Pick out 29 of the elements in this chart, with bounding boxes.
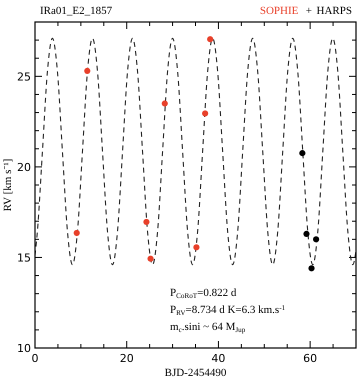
text: SOPHIE bbox=[260, 5, 299, 17]
point bbox=[84, 68, 90, 74]
x-tick-label: 20 bbox=[120, 352, 134, 365]
x-tick-label: 0 bbox=[32, 352, 38, 365]
text: HARPS bbox=[316, 5, 352, 17]
point bbox=[207, 36, 214, 42]
annotation: P$_{RV}$=8.734 d K=6.3 km.s$^{-1}$ bbox=[170, 304, 286, 317]
annotation: m$_{c}$.sini ~ 64 M$_{Jup}$ bbox=[170, 321, 246, 334]
y-tick-label: 10 bbox=[17, 342, 31, 355]
y-tick-label: 25 bbox=[17, 70, 31, 84]
x-tick-label: 40 bbox=[211, 352, 226, 365]
point bbox=[193, 244, 200, 250]
point bbox=[313, 236, 320, 242]
chart-title: IRa01_E2_1857 bbox=[40, 5, 113, 17]
point bbox=[147, 256, 154, 262]
point bbox=[74, 230, 80, 236]
point bbox=[202, 110, 208, 117]
point bbox=[299, 150, 306, 156]
point bbox=[162, 100, 168, 107]
x-tick-label: 60 bbox=[303, 352, 318, 365]
point bbox=[303, 230, 310, 237]
annotation: P$_{CoRoT}$=0.822 d bbox=[170, 287, 237, 300]
text: + bbox=[306, 5, 312, 17]
y-tick-label: 15 bbox=[17, 251, 31, 264]
x-axis-title: BJD-2454490 bbox=[164, 367, 227, 379]
point bbox=[143, 218, 150, 226]
y-axis-title: RV [km s⁻¹] bbox=[2, 158, 14, 212]
point bbox=[308, 265, 315, 272]
y-tick-label: 20 bbox=[17, 160, 31, 174]
